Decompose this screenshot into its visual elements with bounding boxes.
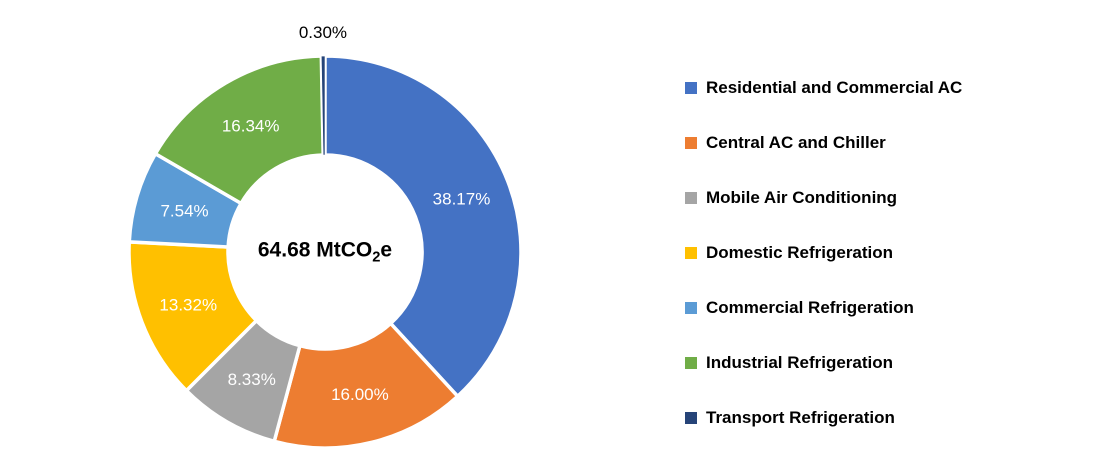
donut-slice-0 — [323, 54, 523, 399]
legend-item-6: Transport Refrigeration — [685, 408, 1075, 428]
center-label-subscript: 2 — [372, 249, 381, 266]
slice-label-5: 16.34% — [222, 117, 280, 136]
slice-label-2: 8.33% — [228, 370, 276, 389]
legend-item-2: Mobile Air Conditioning — [685, 188, 1075, 208]
donut-slice-1 — [272, 320, 461, 450]
legend-item-5: Industrial Refrigeration — [685, 353, 1075, 373]
legend-item-3: Domestic Refrigeration — [685, 243, 1075, 263]
donut-chart: 38.17% 16.00% 8.33% 13.32% 7.54% 16.34% 0.30% — [127, 23, 523, 450]
legend-label: Commercial Refrigeration — [706, 298, 914, 317]
donut-slice-6 — [321, 55, 326, 156]
slice-label-6: 0.30% — [299, 23, 347, 42]
center-label-text: 64.68 MtCO — [257, 238, 373, 262]
legend-label: Industrial Refrigeration — [706, 353, 894, 372]
legend-marker-icon — [685, 137, 697, 149]
legend-label: Transport Refrigeration — [706, 408, 895, 427]
slice-label-4: 7.54% — [160, 201, 208, 220]
center-label-suffix: e — [380, 238, 393, 262]
slice-label-3: 13.32% — [159, 296, 217, 315]
chart-legend: Residential and Commercial AC Central AC … — [685, 78, 1075, 463]
donut-center-label: 64.68 MtCO2e — [258, 238, 392, 265]
legend-marker-icon — [685, 302, 697, 314]
legend-label: Mobile Air Conditioning — [706, 188, 898, 207]
legend-item-0: Residential and Commercial AC — [685, 78, 1075, 98]
legend-label: Residential and Commercial AC — [706, 78, 963, 97]
slice-label-0: 38.17% — [433, 190, 491, 209]
donut-slice-3 — [127, 240, 259, 394]
legend-item-1: Central AC and Chiller — [685, 133, 1075, 153]
legend-item-4: Commercial Refrigeration — [685, 298, 1075, 318]
legend-marker-icon — [685, 82, 697, 94]
slice-label-1: 16.00% — [331, 385, 389, 404]
legend-marker-icon — [685, 247, 697, 259]
legend-marker-icon — [685, 412, 697, 424]
legend-label: Central AC and Chiller — [706, 133, 886, 152]
legend-marker-icon — [685, 192, 697, 204]
donut-slice-5 — [153, 54, 325, 206]
legend-marker-icon — [685, 357, 697, 369]
legend-label: Domestic Refrigeration — [706, 243, 894, 262]
